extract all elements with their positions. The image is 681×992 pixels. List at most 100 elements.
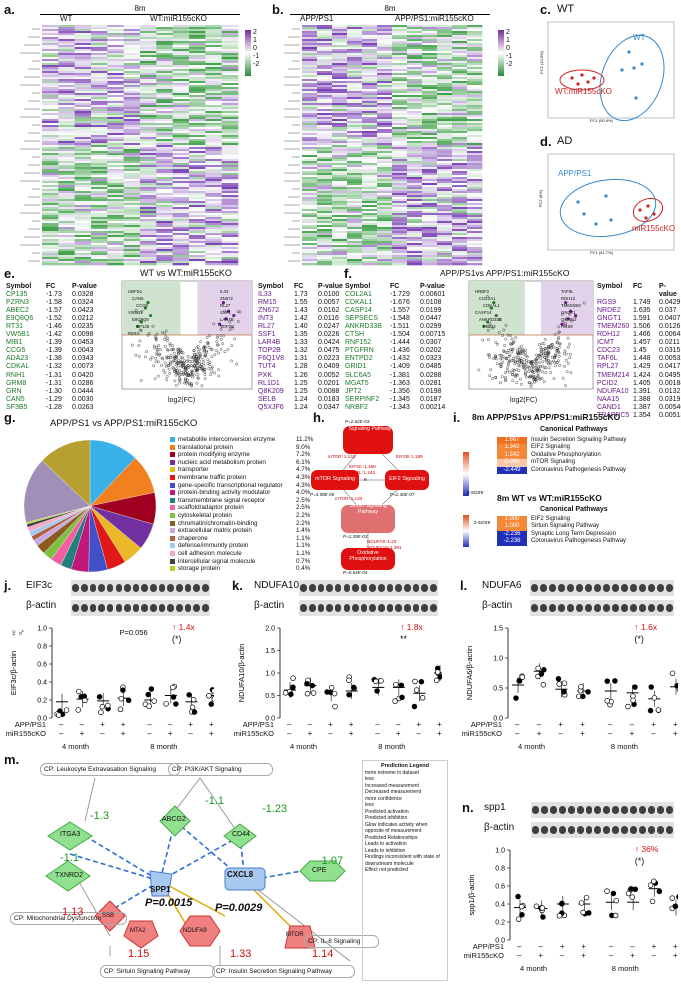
pca-d-app-label: APP/PS1 [558,169,591,178]
data-point [412,704,417,709]
data-point [605,889,610,894]
data-point [614,898,619,903]
svg-text:spp1/β-actin: spp1/β-actin [467,874,476,915]
cp-pi3k: CP: PI3K/AKT Signaling [168,763,273,776]
legend-entry: Effect not predicted [365,867,445,874]
data-point [420,695,425,700]
data-point [611,891,616,896]
data-point [347,678,352,683]
svg-text:0.8: 0.8 [37,644,47,651]
svg-text:0.6: 0.6 [37,662,47,669]
table-header: P-value [420,283,450,291]
svg-text:NDUFA6/β-actin: NDUFA6/β-actin [465,646,474,700]
data-point [626,891,631,896]
volcano-point-label: RL27 [220,303,231,308]
data-point [147,704,152,709]
data-point [581,910,586,915]
data-point [399,683,404,688]
data-point [605,679,610,684]
data-point [332,691,337,696]
data-point [562,681,567,686]
pca-d-ko-label: miR155cKO [632,224,675,233]
svg-text:0.4: 0.4 [495,902,505,909]
data-point [288,692,293,697]
data-point [656,708,661,713]
data-point [579,684,584,689]
svg-text:0.5: 0.5 [493,686,503,693]
data-point [520,675,525,680]
data-point [539,672,544,677]
svg-text:0.8: 0.8 [495,866,505,873]
svg-text:1.0: 1.0 [495,848,505,855]
data-point [413,679,418,684]
volcano-point-label: COL2A1 [479,296,496,301]
heatmap-a [10,25,260,268]
svg-text:0.4: 0.4 [37,680,47,687]
panel-f-label: f. [344,266,352,281]
data-point [536,666,541,671]
table-header: P-value [318,283,348,291]
data-point [670,896,675,901]
data-point [347,692,352,697]
heatmap-b [284,25,494,268]
data-point [98,710,103,715]
volcano-point-label: PCID2 [483,324,496,329]
data-point [100,704,105,709]
svg-text:0.5: 0.5 [265,693,275,700]
data-point [291,676,296,681]
data-point [105,703,110,708]
data-point [652,695,657,700]
data-point [379,678,384,683]
data-point [329,685,334,690]
volcano-point-label: QIU4N2 [561,317,577,322]
data-point [146,692,151,697]
data-point [670,671,675,676]
table-header: Symbol [258,283,294,291]
panel-j-label: j. [4,578,11,593]
data-point [212,697,214,702]
volcano-f: NRBF2COL2A1CDKAL1CASP14ANKRD33BPCID2TAF6… [455,279,595,397]
cp-leukocyte: CP: Leukocyte Extravasation Signaling [40,763,180,776]
panel-b-header: 8m [290,4,490,13]
volcano-point-label: CCG5 [136,303,149,308]
data-point [630,895,635,900]
volcano-point-label: UBFD1 [128,289,143,294]
data-point [400,695,405,700]
legend-entry: Glow indicates activity when opposite of… [365,822,445,835]
table-header: P-value [659,283,681,299]
panel-l-label: l. [460,578,467,593]
data-point [351,685,356,690]
